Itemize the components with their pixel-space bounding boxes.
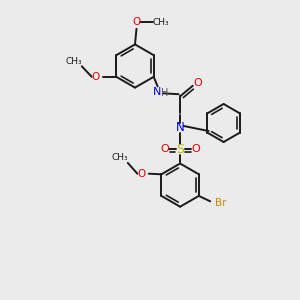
Text: CH₃: CH₃ (112, 153, 128, 162)
Text: O: O (138, 169, 146, 179)
Text: O: O (160, 144, 169, 154)
Text: O: O (191, 144, 200, 154)
Text: CH₃: CH₃ (65, 57, 82, 66)
Text: N: N (176, 121, 184, 134)
Text: N: N (152, 87, 161, 97)
Text: Br: Br (215, 198, 226, 208)
Text: S: S (176, 142, 184, 156)
Text: H: H (160, 88, 168, 98)
Text: O: O (194, 78, 203, 88)
Text: O: O (92, 72, 100, 82)
Text: O: O (132, 17, 141, 27)
Text: CH₃: CH₃ (153, 18, 169, 27)
